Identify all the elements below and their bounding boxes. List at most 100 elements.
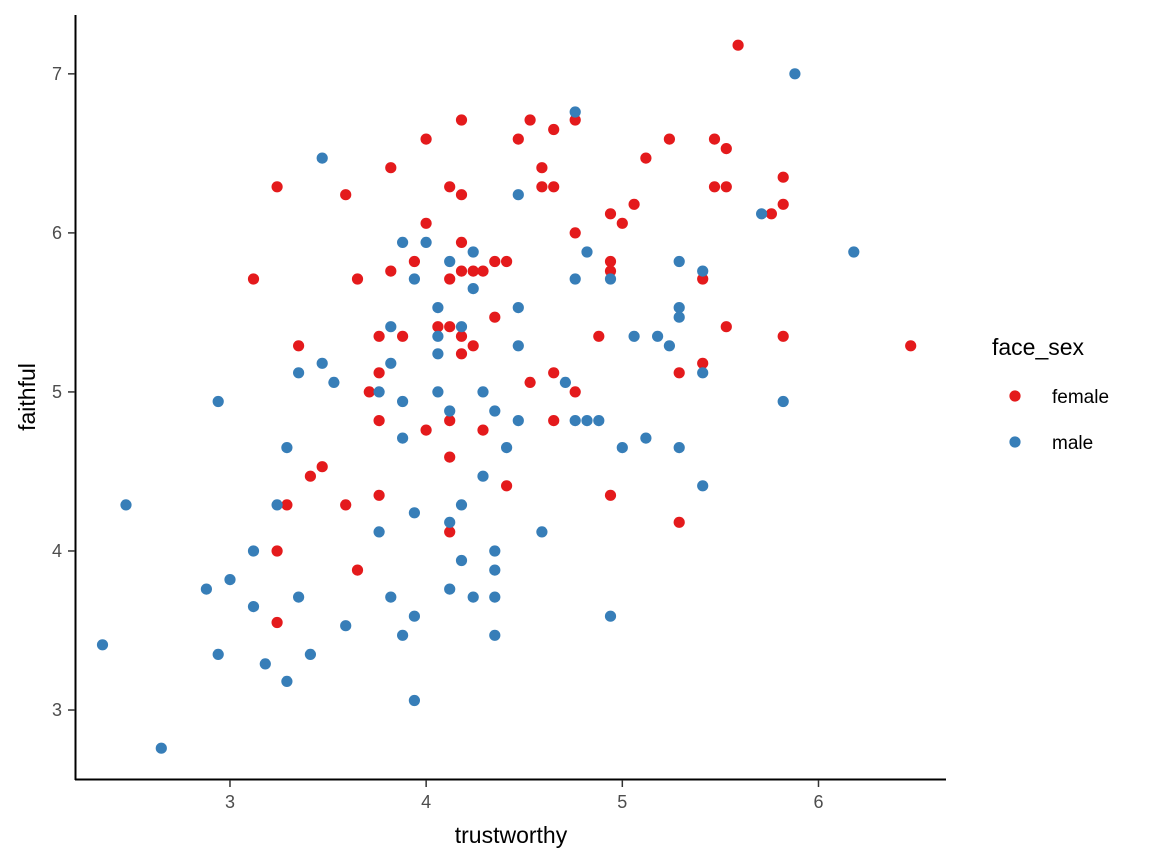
data-point-male — [455, 321, 468, 333]
y-tick-label: 6 — [52, 223, 62, 243]
data-point-male — [512, 189, 524, 201]
data-point-female — [628, 198, 640, 210]
data-point-male — [432, 386, 444, 398]
data-point-male — [259, 658, 271, 670]
y-tick-label: 7 — [52, 64, 62, 84]
data-point-female — [455, 114, 468, 126]
data-point-male — [489, 629, 501, 641]
data-point-male — [397, 432, 409, 444]
data-point-female — [444, 526, 456, 538]
data-point-male — [420, 236, 432, 248]
data-point-male — [467, 591, 479, 603]
x-tick-label: 3 — [225, 792, 235, 812]
data-point-female — [247, 273, 260, 285]
data-point-male — [489, 405, 501, 417]
data-point-male — [477, 470, 489, 482]
data-point-male — [444, 255, 456, 268]
data-point-female — [616, 217, 628, 229]
data-point-male — [200, 583, 212, 595]
data-point-male — [663, 340, 676, 352]
data-point-female — [569, 386, 581, 398]
data-point-female — [432, 321, 444, 333]
data-point-female — [385, 162, 397, 174]
data-point-male — [408, 610, 420, 622]
data-point-male — [212, 648, 224, 661]
legend-label-male: male — [1052, 433, 1093, 454]
data-point-female — [373, 330, 385, 342]
data-point-male — [328, 376, 340, 388]
data-point-female — [467, 265, 479, 277]
data-point-male — [212, 395, 224, 408]
data-point-female — [351, 273, 364, 285]
data-point-male — [501, 442, 513, 454]
data-point-male — [432, 302, 444, 314]
data-point-female — [777, 171, 789, 183]
data-point-male — [777, 395, 789, 408]
data-point-male — [652, 330, 664, 342]
series-male — [96, 68, 860, 754]
data-point-male — [293, 591, 305, 603]
data-point-female — [455, 265, 468, 277]
data-point-female — [640, 152, 652, 164]
data-point-male — [512, 340, 524, 352]
data-point-male — [432, 330, 444, 342]
data-point-female — [373, 489, 385, 501]
data-point-male — [789, 68, 801, 80]
data-point-female — [281, 499, 293, 511]
data-point-female — [548, 181, 560, 193]
data-point-female — [501, 255, 513, 268]
data-point-male — [432, 348, 444, 360]
data-point-female — [604, 489, 617, 501]
data-point-female — [351, 564, 364, 576]
data-point-female — [455, 236, 468, 248]
data-point-male — [697, 367, 709, 379]
data-point-male — [628, 330, 640, 342]
data-points — [96, 39, 917, 754]
data-point-female — [489, 255, 501, 268]
data-point-male — [489, 591, 501, 603]
data-point-female — [548, 415, 560, 427]
y-axis-title: faithful — [14, 363, 40, 431]
data-point-female — [673, 516, 685, 528]
data-point-male — [397, 236, 409, 248]
data-point-female — [548, 123, 560, 136]
data-point-female — [524, 114, 536, 126]
legend-key-female — [1009, 390, 1021, 402]
legend: face_sex female male — [992, 334, 1109, 454]
data-point-female — [455, 348, 468, 360]
data-point-male — [467, 283, 479, 295]
data-point-female — [420, 424, 432, 436]
data-point-male — [444, 405, 456, 417]
data-point-female — [271, 616, 283, 629]
data-point-female — [604, 265, 617, 277]
data-point-female — [536, 181, 548, 193]
data-point-female — [444, 273, 456, 285]
data-point-male — [247, 545, 260, 557]
data-point-male — [697, 265, 709, 277]
data-point-female — [593, 330, 605, 342]
data-point-male — [397, 395, 409, 408]
data-point-female — [397, 330, 409, 342]
data-point-male — [304, 648, 316, 661]
data-point-male — [385, 357, 397, 369]
data-point-female — [373, 415, 385, 427]
data-point-female — [340, 189, 352, 201]
y-tick-label: 4 — [52, 541, 62, 561]
data-point-male — [467, 246, 479, 258]
data-point-male — [673, 302, 685, 314]
series-female — [247, 39, 917, 629]
data-point-female — [444, 415, 456, 427]
data-point-male — [489, 545, 501, 557]
data-point-female — [905, 340, 917, 352]
data-point-female — [444, 321, 456, 333]
data-point-female — [524, 376, 536, 388]
data-point-female — [444, 181, 456, 193]
data-point-female — [271, 545, 283, 557]
data-point-male — [408, 273, 420, 285]
legend-title: face_sex — [992, 334, 1085, 360]
data-point-female — [489, 311, 501, 323]
x-axis-title: trustworthy — [455, 822, 568, 848]
data-point-female — [420, 217, 432, 229]
data-point-male — [155, 742, 167, 754]
data-point-female — [373, 367, 385, 379]
